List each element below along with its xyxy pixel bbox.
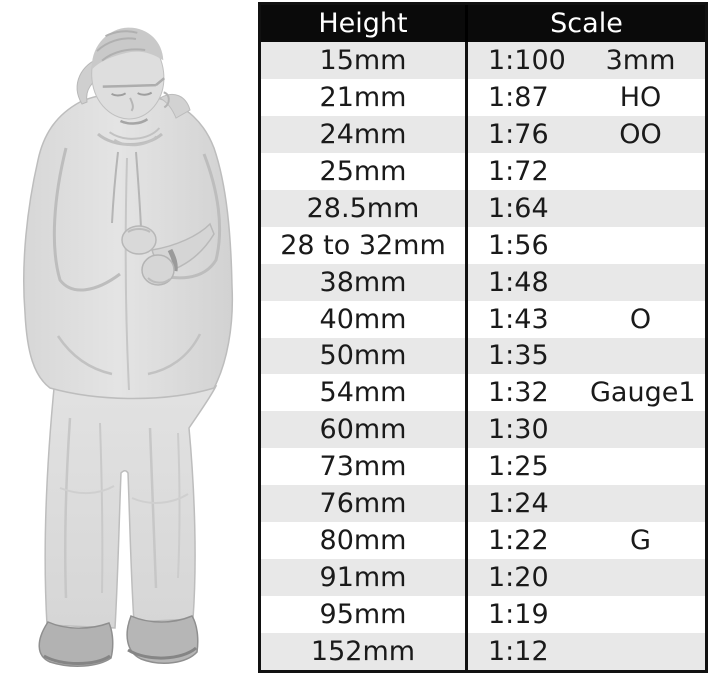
gauge-label: 3mm xyxy=(605,44,676,76)
scale-cell: 1:32 Gauge1 xyxy=(465,374,710,412)
glasses xyxy=(102,77,166,88)
height-cell: 28 to 32mm xyxy=(280,229,446,261)
wristwatch xyxy=(167,248,178,272)
scale-ratio: 1:48 xyxy=(488,266,549,298)
scale-cell: 1:43 O xyxy=(465,300,705,338)
height-cell: 80mm xyxy=(319,525,407,557)
table-row: 54mm 1:32 Gauge1 xyxy=(261,374,705,412)
scale-cell: 1:12 xyxy=(465,633,705,670)
height-cell: 24mm xyxy=(319,118,407,150)
table-row: 21mm 1:87 HO xyxy=(261,78,705,116)
scale-cell: 1:48 xyxy=(465,263,705,301)
gauge-label: HO xyxy=(619,81,662,113)
height-cell: 76mm xyxy=(319,488,407,520)
scale-ratio: 1:43 xyxy=(488,303,549,335)
table-header: Height Scale xyxy=(261,5,705,42)
gauge-label: Gauge1 xyxy=(590,377,696,409)
scale-ratio: 1:87 xyxy=(488,81,549,113)
scale-ratio: 1:25 xyxy=(488,451,549,483)
scale-cell: 1:20 xyxy=(465,559,705,597)
scale-ratio: 1:30 xyxy=(488,414,549,446)
height-cell: 50mm xyxy=(319,340,407,372)
height-cell: 40mm xyxy=(319,303,407,335)
table-row: 40mm 1:43 O xyxy=(261,300,705,338)
height-cell: 28.5mm xyxy=(306,192,420,224)
height-cell: 54mm xyxy=(319,377,407,409)
table-row: 91mm 1:20 xyxy=(261,559,705,597)
shoes xyxy=(38,614,199,667)
scale-ratio: 1:76 xyxy=(488,118,549,150)
table-row: 76mm 1:24 xyxy=(261,485,705,523)
scale-cell: 1:19 xyxy=(465,596,705,633)
scale-cell: 1:100 3mm xyxy=(465,42,705,79)
height-cell: 21mm xyxy=(319,81,407,113)
height-cell: 60mm xyxy=(319,414,407,446)
table-row: 60mm 1:30 xyxy=(261,411,705,449)
scale-ratio: 1:56 xyxy=(488,229,549,261)
height-cell: 73mm xyxy=(319,451,407,483)
gauge-label: OO xyxy=(619,118,662,150)
scale-cell: 1:30 xyxy=(465,411,705,449)
scale-ratio: 1:32 xyxy=(488,377,549,409)
scale-ratio: 1:35 xyxy=(488,340,549,372)
scale-cell: 1:24 xyxy=(465,485,705,523)
scale-ratio: 1:24 xyxy=(488,488,549,520)
table-row: 50mm 1:35 xyxy=(261,337,705,375)
height-cell: 95mm xyxy=(319,599,407,631)
scale-cell: 1:22 G xyxy=(465,522,705,560)
height-cell: 15mm xyxy=(319,44,407,76)
scale-ratio: 1:72 xyxy=(488,155,549,187)
table-row: 73mm 1:25 xyxy=(261,448,705,486)
scale-cell: 1:72 xyxy=(465,152,705,190)
man-checking-watch-illustration xyxy=(23,27,234,667)
height-cell: 38mm xyxy=(319,266,407,298)
scale-cell: 1:56 xyxy=(465,226,705,264)
header-height: Height xyxy=(318,8,408,39)
hands xyxy=(121,225,175,286)
table-row: 28.5mm 1:64 xyxy=(261,189,705,227)
height-cell: 152mm xyxy=(310,635,416,667)
scale-ratio: 1:12 xyxy=(488,635,549,667)
scale-ratio: 1:22 xyxy=(488,525,549,557)
table-row: 38mm 1:48 xyxy=(261,263,705,301)
scale-conversion-table: Height Scale 15mm 1:100 3mm 21mm 1:87 HO… xyxy=(258,2,708,673)
table-row: 152mm 1:12 xyxy=(261,633,705,670)
scale-cell: 1:64 xyxy=(465,189,705,227)
scale-cell: 1:35 xyxy=(465,337,705,375)
scale-table-body: 15mm 1:100 3mm 21mm 1:87 HO 24mm 1:76 OO… xyxy=(261,42,705,670)
gauge-label: G xyxy=(630,525,651,557)
scale-ratio: 1:20 xyxy=(488,562,549,594)
height-cell: 91mm xyxy=(319,562,407,594)
scale-ratio: 1:100 xyxy=(488,44,566,76)
scale-cell: 1:87 HO xyxy=(465,78,705,116)
header-scale: Scale xyxy=(465,5,705,42)
height-cell: 25mm xyxy=(319,155,407,187)
scale-cell: 1:25 xyxy=(465,448,705,486)
figure-3d-scan-man xyxy=(0,18,258,676)
scale-ratio: 1:19 xyxy=(488,599,549,631)
jeans xyxy=(44,377,218,629)
gauge-label: O xyxy=(629,303,652,335)
scale-cell: 1:76 OO xyxy=(465,115,705,153)
table-row: 15mm 1:100 3mm xyxy=(261,42,705,79)
scale-ratio: 1:64 xyxy=(488,192,549,224)
head xyxy=(91,27,170,147)
table-row: 80mm 1:22 G xyxy=(261,522,705,560)
table-row: 25mm 1:72 xyxy=(261,152,705,190)
table-row: 28 to 32mm 1:56 xyxy=(261,226,705,264)
table-row: 95mm 1:19 xyxy=(261,596,705,633)
table-row: 24mm 1:76 OO xyxy=(261,115,705,153)
